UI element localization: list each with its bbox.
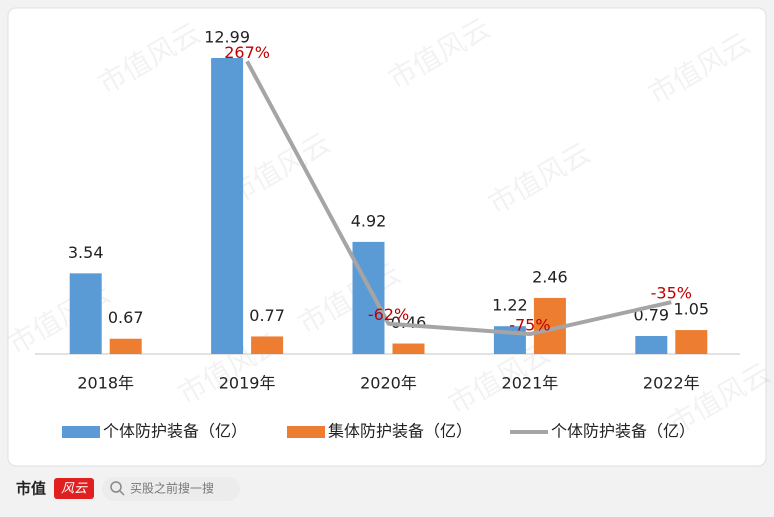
bar-value-label: 12.99 [204, 28, 250, 47]
bar [109, 338, 142, 354]
line [245, 60, 672, 337]
bar [392, 343, 425, 354]
x-tick-label: 2021年 [502, 374, 559, 393]
bar-value-label: 1.22 [492, 296, 528, 315]
card [7, 7, 767, 467]
bar-value-label: 4.92 [351, 211, 387, 230]
x-tick-label: 2022年 [643, 374, 700, 393]
x-tick-label: 2019年 [219, 374, 276, 393]
bar [211, 58, 244, 354]
legend-swatch [287, 426, 325, 438]
x-tick-label: 2018年 [77, 374, 134, 393]
bar [675, 330, 708, 354]
line-value-label: -75% [509, 316, 550, 335]
bar [251, 336, 284, 354]
bar [352, 241, 385, 354]
legend-label: 个体防护装备（亿） [103, 422, 247, 441]
line-value-label: -35% [651, 284, 692, 303]
search-placeholder: 买股之前搜一搜 [130, 481, 214, 496]
line-value-label: -62% [368, 305, 409, 324]
footer-logo-box [54, 478, 94, 499]
search-icon-handle [119, 490, 125, 496]
legend-swatch [62, 426, 100, 438]
footer-logo: 风云 [61, 482, 88, 497]
chart: 2018年 2019年 2020年 2021年 2022年 3.54 12.99 4.92 1.… [35, 28, 740, 441]
footer-brand: 市值 [16, 480, 46, 498]
line-value-label: 267% [224, 43, 270, 62]
legend-label: 集体防护装备（亿） [328, 422, 472, 441]
search-box[interactable] [102, 477, 240, 501]
legend-label: 个体防护装备（亿） [551, 422, 695, 441]
x-tick-label: 2020年 [360, 374, 417, 393]
bar-value-label: 0.67 [108, 308, 144, 327]
bar [635, 335, 668, 354]
bar-value-label: 2.46 [532, 267, 568, 286]
bar-value-label: 1.05 [673, 300, 709, 319]
bar [69, 273, 102, 354]
footer: 市值 风云 买股之前搜一搜 [16, 477, 240, 501]
bar-value-label: 3.54 [68, 243, 104, 262]
bar-value-label: 0.77 [249, 306, 285, 325]
search-icon [110, 481, 122, 493]
